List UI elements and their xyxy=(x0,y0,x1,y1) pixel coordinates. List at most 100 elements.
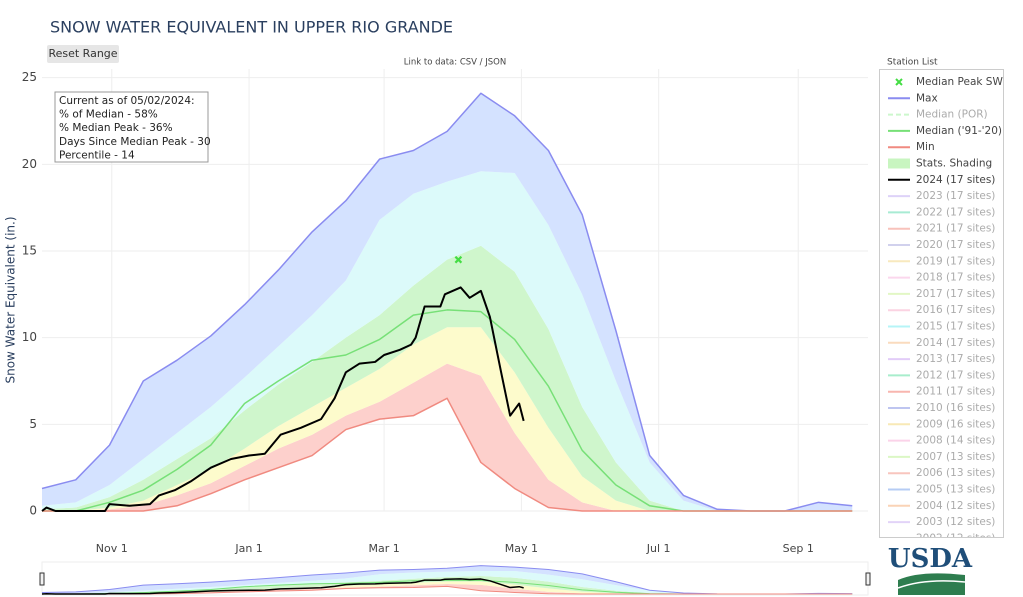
slider-handle xyxy=(39,572,45,586)
mini-line xyxy=(42,585,853,595)
chart-title: SNOW WATER EQUIVALENT IN UPPER RIO GRAND… xyxy=(50,18,453,37)
legend-item[interactable]: 2003 (12 sites) xyxy=(888,516,995,528)
y-axis-title: Snow Water Equivalent (in.) xyxy=(4,216,18,383)
legend-label: Median ('91-'20) xyxy=(916,125,1002,137)
legend-label: 2006 (13 sites) xyxy=(916,467,995,479)
legend-item[interactable]: 2014 (17 sites) xyxy=(888,337,995,349)
legend-item[interactable]: 2008 (14 sites) xyxy=(888,435,995,447)
logo-hill xyxy=(898,573,965,595)
legend-item[interactable]: 2013 (17 sites) xyxy=(888,353,995,365)
shading-band xyxy=(42,171,853,511)
series-line xyxy=(42,397,853,512)
y-tick-label: 0 xyxy=(29,504,37,518)
legend-item[interactable]: 2006 (13 sites) xyxy=(888,467,995,479)
legend-title: Station List xyxy=(887,58,938,68)
legend-label: 2014 (17 sites) xyxy=(916,337,995,349)
data-link[interactable]: Link to data: CSV / JSON xyxy=(404,58,506,68)
legend-label: Max xyxy=(916,92,938,104)
range-slider[interactable] xyxy=(39,561,871,596)
usda-logo: USDA xyxy=(888,544,973,595)
reset-button[interactable] xyxy=(47,45,119,63)
legend-label: 2017 (17 sites) xyxy=(916,288,995,300)
legend-item[interactable]: 2022 (17 sites) xyxy=(888,206,995,218)
legend-label: 2012 (17 sites) xyxy=(916,369,995,381)
legend-item[interactable]: 2015 (17 sites) xyxy=(888,321,995,333)
series-line xyxy=(41,92,853,512)
legend-label: 2004 (12 sites) xyxy=(916,500,995,512)
legend-item[interactable]: 2010 (16 sites) xyxy=(888,402,995,414)
annotation-line: Percentile - 14 xyxy=(59,149,135,161)
legend: Median Peak SWE Max Median (POR) Median ('9… xyxy=(888,76,1009,544)
legend-item[interactable]: Median ('91-'20) xyxy=(888,125,1002,137)
legend-item[interactable]: Stats. Shading xyxy=(888,158,992,170)
x-tick-label: Mar 1 xyxy=(368,542,399,555)
x-tick-label: Jul 1 xyxy=(646,542,671,555)
legend-item[interactable]: Min xyxy=(888,141,935,153)
mini-band xyxy=(42,576,853,594)
y-tick-label: 25 xyxy=(22,70,37,84)
legend-item[interactable]: 2018 (17 sites) xyxy=(888,272,995,284)
x-tick-label: Nov 1 xyxy=(96,542,128,555)
annotation-line: Days Since Median Peak - 30 xyxy=(59,136,211,148)
y-tick-label: 5 xyxy=(29,417,37,431)
legend-label: 2018 (17 sites) xyxy=(916,272,995,284)
mini-band xyxy=(42,565,853,594)
legend-item[interactable]: 2024 (17 sites) xyxy=(888,174,995,186)
legend-item[interactable]: Median (POR) xyxy=(888,109,988,121)
annotation-line: Current as of 05/02/2024: xyxy=(59,95,195,107)
legend-item[interactable]: 2020 (17 sites) xyxy=(888,239,995,251)
plot-area: 0 5 10 15 20 25 Nov 1 Jan 1 Mar 1 May 1 Jul 1 Sep 1 xyxy=(22,69,868,555)
legend-item[interactable]: 2011 (17 sites) xyxy=(888,386,995,398)
legend-label: Min xyxy=(916,141,935,153)
y-tick-label: 15 xyxy=(22,244,37,258)
x-tick-label: May 1 xyxy=(505,542,538,555)
y-tick-label: 10 xyxy=(22,330,37,344)
legend-item[interactable]: 2009 (16 sites) xyxy=(888,418,995,430)
legend-label: 2008 (14 sites) xyxy=(916,435,995,447)
legend-label: Median (POR) xyxy=(916,109,988,121)
series-line xyxy=(41,286,525,512)
legend-label: 2021 (17 sites) xyxy=(916,223,995,235)
legend-item[interactable]: 2007 (13 sites) xyxy=(888,451,995,463)
logo-text: USDA xyxy=(888,544,973,574)
legend-label: Stats. Shading xyxy=(916,158,992,170)
shading-band xyxy=(42,93,853,512)
legend-item[interactable]: 2023 (17 sites) xyxy=(888,190,995,202)
shading-band xyxy=(42,327,853,511)
shading-band xyxy=(42,363,853,511)
legend-swatch xyxy=(895,78,903,86)
mini-line xyxy=(41,578,524,595)
legend-label: 2010 (16 sites) xyxy=(916,402,995,414)
legend-item[interactable]: 2002 (12 sites) xyxy=(888,532,995,544)
mini-band xyxy=(42,570,853,594)
legend-label: 2007 (13 sites) xyxy=(916,451,995,463)
legend-item[interactable]: 2017 (17 sites) xyxy=(888,288,995,300)
legend-label: 2013 (17 sites) xyxy=(916,353,995,365)
legend-label: 2003 (12 sites) xyxy=(916,516,995,528)
legend-item[interactable]: 2021 (17 sites) xyxy=(888,223,995,235)
legend-label: 2020 (17 sites) xyxy=(916,239,995,251)
legend-item[interactable]: 2016 (17 sites) xyxy=(888,304,995,316)
logo-stripe xyxy=(897,580,966,589)
legend-label: 2023 (17 sites) xyxy=(916,190,995,202)
legend-label: 2022 (17 sites) xyxy=(916,206,995,218)
legend-label: Median Peak SWE xyxy=(916,76,1009,88)
annotation-box xyxy=(54,91,209,163)
legend-item[interactable]: 2005 (13 sites) xyxy=(888,484,995,496)
legend-label: 2024 (17 sites) xyxy=(916,174,995,186)
legend-label: 2019 (17 sites) xyxy=(916,255,995,267)
reset-button-label[interactable]: Reset Range xyxy=(48,47,117,60)
x-tick-label: Sep 1 xyxy=(783,542,814,555)
legend-item[interactable]: Median Peak SWE xyxy=(895,76,1009,88)
legend-item[interactable]: 2019 (17 sites) xyxy=(888,255,995,267)
slider-handle xyxy=(865,572,871,586)
peak-marker xyxy=(454,255,463,264)
legend-item[interactable]: 2012 (17 sites) xyxy=(888,369,995,381)
legend-label: 2011 (17 sites) xyxy=(916,386,995,398)
legend-item[interactable]: Max xyxy=(888,92,938,104)
legend-label: 2005 (13 sites) xyxy=(916,484,995,496)
legend-label: 2009 (16 sites) xyxy=(916,418,995,430)
annotation-line: % of Median - 58% xyxy=(59,109,158,121)
legend-item[interactable]: 2004 (12 sites) xyxy=(888,500,995,512)
